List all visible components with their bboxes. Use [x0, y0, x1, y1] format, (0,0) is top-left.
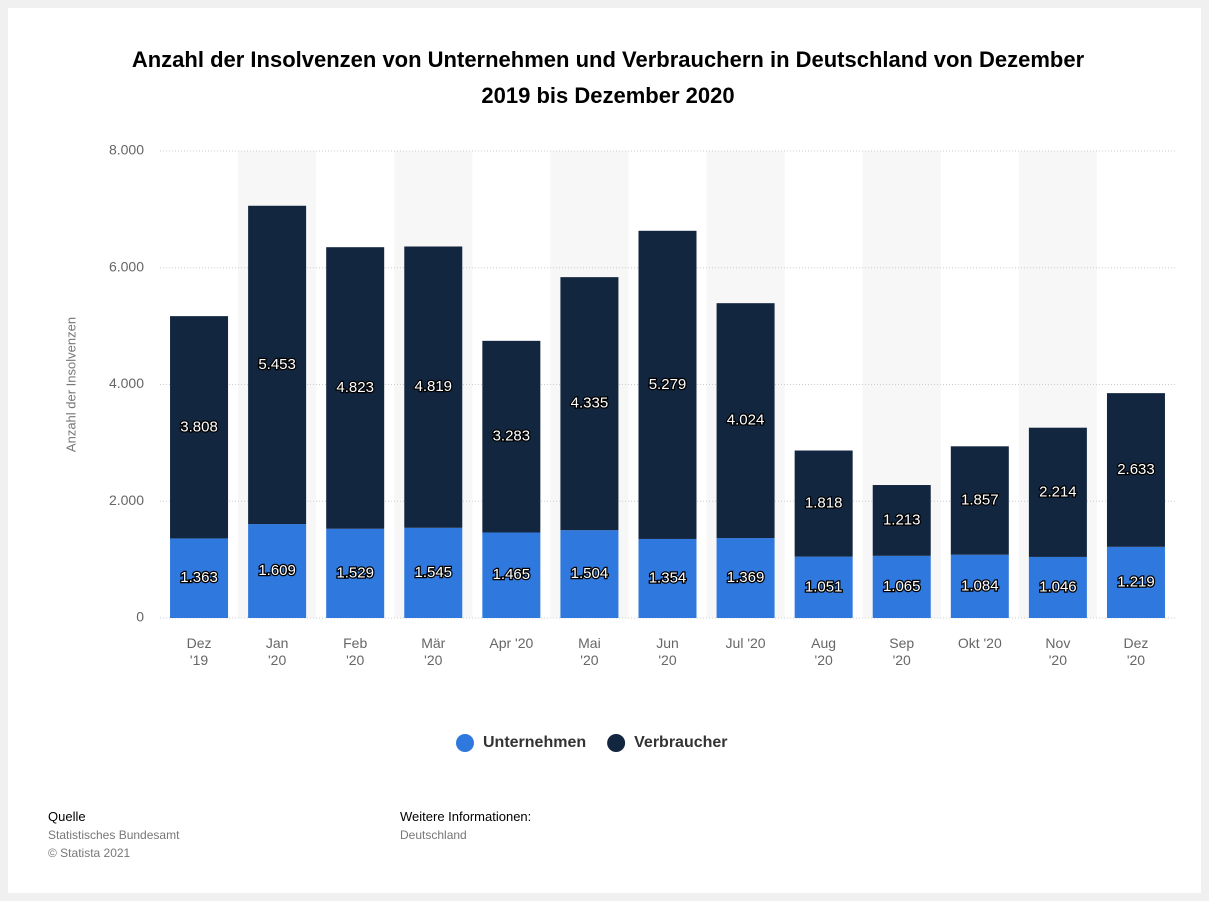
bar-segment	[170, 538, 229, 618]
info: Deutschland	[400, 828, 467, 842]
data-label: 4.819	[414, 378, 452, 395]
data-label: 5.279	[649, 376, 687, 393]
data-label: 4.024	[727, 412, 765, 429]
x-tick-label: Jun '20	[656, 635, 679, 668]
source: Statistisches Bundesamt	[48, 828, 180, 842]
data-label: 1.369	[727, 569, 765, 586]
bar-segment	[326, 247, 385, 529]
x-tick-label: Mai '20	[578, 635, 601, 668]
bar-segment	[248, 524, 307, 618]
data-label: 1.051	[805, 578, 843, 595]
x-tick-label: Nov '20	[1045, 635, 1071, 668]
bar-segment	[950, 446, 1009, 555]
y-tick-label: 8.000	[109, 142, 144, 158]
y-tick-label: 4.000	[109, 375, 144, 391]
bar-segment	[560, 530, 619, 618]
x-tick-label: Aug '20	[811, 635, 837, 668]
data-label: 1.213	[883, 511, 921, 528]
y-tick-label: 6.000	[109, 258, 144, 274]
bar-segment	[1028, 556, 1087, 618]
data-label: 1.363	[180, 569, 218, 586]
x-tick-label: Sep '20	[889, 635, 915, 668]
x-tick-label: Dez '19	[186, 635, 212, 668]
x-tick-label: Jan '20	[265, 635, 289, 668]
data-label: 1.857	[961, 491, 999, 508]
y-axis-label: Anzahl der Insolvenzen	[63, 317, 78, 452]
x-tick-label: Mär '20	[421, 635, 446, 668]
data-label: 1.818	[805, 495, 843, 512]
data-label: 2.633	[1117, 461, 1155, 478]
bar-segment	[950, 554, 1009, 618]
source-title: Quelle	[48, 809, 86, 824]
data-label: 1.219	[1117, 573, 1155, 590]
x-tick-label: Feb '20	[343, 635, 368, 668]
data-label: 1.065	[883, 578, 921, 595]
y-tick-label: 0	[136, 609, 144, 625]
page: Anzahl der Insolvenzen von Unternehmen u…	[8, 8, 1201, 893]
bar-segment	[872, 485, 931, 556]
bar-segment	[1106, 393, 1165, 547]
bar-segment	[638, 538, 697, 618]
data-label: 1.084	[961, 577, 999, 594]
data-label: 3.808	[180, 418, 218, 435]
data-label: 1.529	[336, 564, 374, 581]
bar-segment	[248, 205, 307, 525]
copyright: © Statista 2021	[48, 846, 131, 860]
y-tick-label: 2.000	[109, 492, 144, 508]
x-tick-label: Jul '20	[725, 635, 766, 651]
bar-segment	[794, 556, 853, 618]
bar-segment	[1028, 427, 1087, 557]
data-label: 1.545	[414, 564, 452, 581]
bar-segment	[404, 246, 463, 528]
data-label: 3.283	[493, 428, 531, 445]
data-label: 4.335	[571, 395, 609, 412]
bar-segment	[716, 303, 775, 539]
legend-label: Verbraucher	[634, 734, 727, 751]
bar-segment	[1106, 546, 1165, 618]
data-label: 5.453	[258, 356, 296, 373]
bar-segment	[482, 340, 541, 533]
bar-segment	[404, 527, 463, 618]
chart-title: Anzahl der Insolvenzen von Unternehmen u…	[131, 47, 1085, 108]
bar-segment	[638, 230, 697, 539]
legend-marker	[456, 734, 474, 752]
bar-segment	[170, 316, 229, 539]
legend-marker	[607, 734, 626, 752]
info-title: Weitere Informationen:	[400, 809, 532, 824]
legend-label: Unternehmen	[483, 734, 586, 751]
data-label: 1.354	[649, 569, 687, 586]
bar-segment	[716, 538, 775, 618]
data-label: 4.823	[336, 379, 374, 396]
x-tick-label: Okt '20	[957, 635, 1002, 651]
bar-segment	[326, 528, 385, 618]
data-label: 1.609	[258, 562, 296, 579]
data-label: 1.046	[1039, 578, 1077, 595]
chart: 0 2.000 4.000 6.000 8.000 Anzahl der Insolven…	[63, 142, 1175, 752]
x-tick-label: Dez '20	[1123, 635, 1149, 668]
data-label: 2.214	[1039, 483, 1077, 500]
bar-segment	[872, 555, 931, 618]
data-label: 1.465	[493, 566, 531, 583]
data-label: 1.504	[571, 565, 609, 582]
bar-segment	[482, 532, 541, 618]
x-tick-label: Apr '20	[489, 635, 534, 651]
bar-segment	[794, 450, 853, 557]
bar-segment	[560, 277, 619, 531]
